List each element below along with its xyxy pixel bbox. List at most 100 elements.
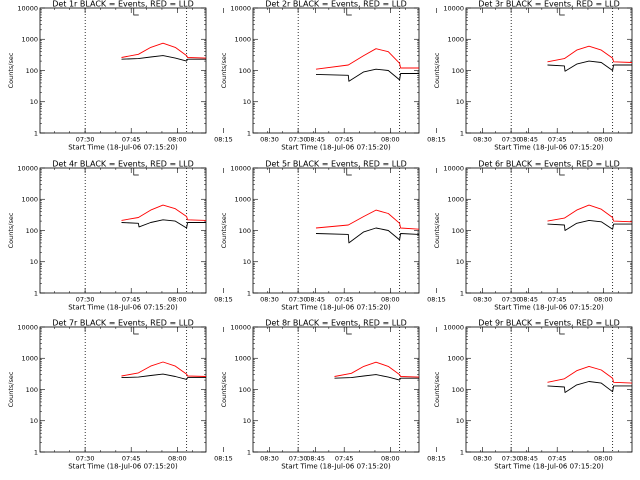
panel-title: Det 5r BLACK = Events, RED = LLD bbox=[265, 160, 407, 169]
x-axis-label: Start Time (18-Jul-06 07:15:20) bbox=[68, 304, 178, 312]
y-tick-label: 1 bbox=[460, 129, 464, 137]
x-tick-label: 08:00 bbox=[168, 296, 187, 304]
x-tick-label: 08:00 bbox=[168, 136, 187, 144]
series-lld-line bbox=[121, 42, 207, 59]
y-tick-label: 1 bbox=[247, 448, 251, 456]
y-axis-label: Counts/sec bbox=[220, 371, 228, 407]
y-tick-label: 10 bbox=[30, 98, 38, 106]
x-tick-label: 08:45 bbox=[306, 296, 325, 304]
y-tick-label: 1 bbox=[34, 448, 38, 456]
y-tick-label: 100 bbox=[26, 227, 38, 235]
series-events-line bbox=[121, 373, 206, 380]
status-bracket-mark bbox=[559, 168, 565, 176]
y-axis-label: Counts/sec bbox=[7, 212, 15, 248]
y-tick-label: 10 bbox=[456, 258, 464, 266]
series-lld-line bbox=[547, 45, 633, 63]
plot-frame bbox=[39, 7, 207, 134]
x-tick-label: 08:00 bbox=[381, 136, 400, 144]
x-tick-label: 08:45 bbox=[519, 296, 538, 304]
x-tick-label: 07:30 bbox=[289, 455, 308, 463]
x-axis-label: Start Time (18-Jul-06 07:15:20) bbox=[281, 144, 391, 152]
x-tick-label: 08:30 bbox=[473, 296, 492, 304]
plot-frame bbox=[252, 326, 420, 453]
y-tick-label: 1000 bbox=[234, 355, 251, 363]
x-tick-label: 07:30 bbox=[502, 455, 521, 463]
x-tick-label: 08:00 bbox=[168, 455, 187, 463]
panel-det-2: Det 2r BLACK = Events, RED = LLD11010010… bbox=[220, 0, 538, 152]
plot-frame bbox=[465, 167, 633, 294]
x-tick-label: 08:15 bbox=[427, 296, 446, 304]
panel-title: Det 1r BLACK = Events, RED = LLD bbox=[52, 0, 194, 9]
status-bracket-mark bbox=[133, 327, 139, 335]
x-axis-label: Start Time (18-Jul-06 07:15:20) bbox=[281, 304, 391, 312]
panel-det-7: Det 7r BLACK = Events, RED = LLD11010010… bbox=[7, 319, 325, 471]
series-events-line bbox=[315, 227, 420, 244]
y-tick-label: 100 bbox=[452, 386, 464, 394]
status-bracket-mark bbox=[346, 168, 352, 176]
status-bracket-mark bbox=[559, 8, 565, 16]
panel-title: Det 4r BLACK = Events, RED = LLD bbox=[52, 160, 194, 169]
series-lld-line bbox=[547, 204, 633, 223]
x-tick-label: 08:15 bbox=[427, 455, 446, 463]
x-tick-label: 07:45 bbox=[335, 136, 354, 144]
series-lld-line bbox=[547, 365, 633, 384]
panel-det-8: Det 8r BLACK = Events, RED = LLD11010010… bbox=[220, 319, 538, 471]
status-bracket-mark bbox=[133, 168, 139, 176]
y-tick-label: 10000 bbox=[443, 4, 464, 12]
panel-title: Det 3r BLACK = Events, RED = LLD bbox=[478, 0, 620, 9]
y-tick-label: 1000 bbox=[21, 355, 38, 363]
panel-det-5: Det 5r BLACK = Events, RED = LLD 1 10 100 10… bbox=[220, 160, 538, 312]
panel-det-3: Det 3r BLACK = Events, RED = LLD 1 10 100 10… bbox=[433, 0, 633, 152]
x-tick-label: 08:15 bbox=[214, 136, 233, 144]
y-tick-label: 10000 bbox=[17, 323, 38, 331]
x-tick-label: 08:30 bbox=[473, 455, 492, 463]
status-bracket-mark bbox=[133, 8, 139, 16]
y-tick-label: 100 bbox=[452, 227, 464, 235]
y-tick-label: 10000 bbox=[443, 164, 464, 172]
y-tick-label: 1 bbox=[247, 289, 251, 297]
x-tick-label: 08:30 bbox=[260, 136, 279, 144]
y-tick-label: 1000 bbox=[21, 36, 38, 44]
panel-title: Det 9r BLACK = Events, RED = LLD bbox=[478, 319, 620, 328]
x-tick-label: 08:15 bbox=[214, 296, 233, 304]
status-bracket-mark bbox=[346, 327, 352, 335]
plot-frame bbox=[465, 7, 633, 134]
y-tick-label: 100 bbox=[239, 227, 251, 235]
panel-title: Det 2r BLACK = Events, RED = LLD bbox=[265, 0, 407, 9]
plot-frame bbox=[39, 326, 207, 453]
y-tick-label: 10 bbox=[243, 98, 251, 106]
y-axis-label: Counts/sec bbox=[220, 52, 228, 88]
y-tick-label: 10 bbox=[243, 258, 251, 266]
x-tick-label: 08:45 bbox=[306, 455, 325, 463]
y-tick-label: 1000 bbox=[234, 36, 251, 44]
x-axis-label: Start Time (18-Jul-06 07:15:20) bbox=[281, 463, 391, 471]
y-tick-label: 1 bbox=[34, 129, 38, 137]
status-bracket-mark bbox=[559, 327, 565, 335]
plot-frame bbox=[39, 167, 207, 294]
x-tick-label: 08:45 bbox=[306, 136, 325, 144]
series-events-line bbox=[547, 219, 632, 231]
y-tick-label: 100 bbox=[26, 67, 38, 75]
y-tick-label: 10 bbox=[456, 98, 464, 106]
panel-det-4: Det 4r BLACK = Events, RED = LLD 1 10 100 10… bbox=[7, 160, 325, 312]
x-tick-label: 07:45 bbox=[335, 455, 354, 463]
x-tick-label: 08:30 bbox=[260, 455, 279, 463]
x-tick-label: 07:30 bbox=[502, 136, 521, 144]
series-events-line bbox=[334, 374, 419, 381]
y-axis-label: Counts/sec bbox=[7, 52, 15, 88]
x-tick-label: 07:30 bbox=[76, 296, 95, 304]
x-tick-label: 07:45 bbox=[122, 296, 141, 304]
y-tick-label: 1 bbox=[460, 448, 464, 456]
y-axis-label: Counts/sec bbox=[433, 371, 441, 407]
y-tick-label: 10000 bbox=[230, 164, 251, 172]
x-axis-label: Start Time (18-Jul-06 07:15:20) bbox=[68, 463, 178, 471]
panel-det-9: Det 9r BLACK = Events, RED = LLD 1 10 100 10… bbox=[433, 319, 633, 471]
y-tick-label: 1000 bbox=[447, 36, 464, 44]
x-tick-label: 08:00 bbox=[594, 136, 613, 144]
series-events-line bbox=[121, 219, 206, 229]
panel-det-6: Det 6r BLACK = Events, RED = LLD 1 10 100 10… bbox=[433, 160, 633, 312]
x-tick-label: 08:30 bbox=[260, 296, 279, 304]
x-tick-label: 08:00 bbox=[381, 296, 400, 304]
x-tick-label: 08:45 bbox=[519, 136, 538, 144]
series-events-line bbox=[121, 55, 206, 62]
